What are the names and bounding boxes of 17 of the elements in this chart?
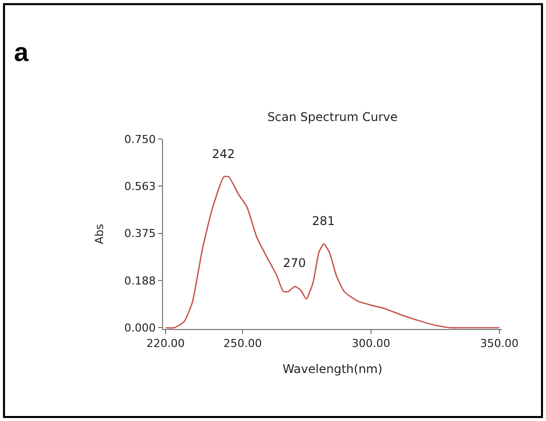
y-tick-label: 0.750: [124, 132, 156, 146]
y-axis-title: Abs: [92, 224, 106, 244]
x-axis-title: Wavelength(nm): [282, 362, 382, 376]
line-series: [164, 176, 500, 329]
x-tick-label: 300.00: [352, 337, 390, 350]
chart-title: Scan Spectrum Curve: [267, 110, 398, 124]
y-tick-label: 0.563: [124, 180, 156, 193]
x-tick-label: 220.00: [146, 337, 185, 350]
y-tick-label: 0.375: [124, 227, 156, 240]
x-tick-label: 250.00: [223, 337, 262, 350]
annotation: 242: [212, 147, 235, 161]
text: a: [14, 37, 29, 67]
annotation: 281: [312, 214, 335, 228]
y-tick-label: 0.188: [124, 274, 156, 288]
x-tick-label: 350.00: [480, 337, 519, 350]
y-tick-label: 0.000: [124, 322, 156, 335]
annotation: 270: [283, 256, 306, 270]
